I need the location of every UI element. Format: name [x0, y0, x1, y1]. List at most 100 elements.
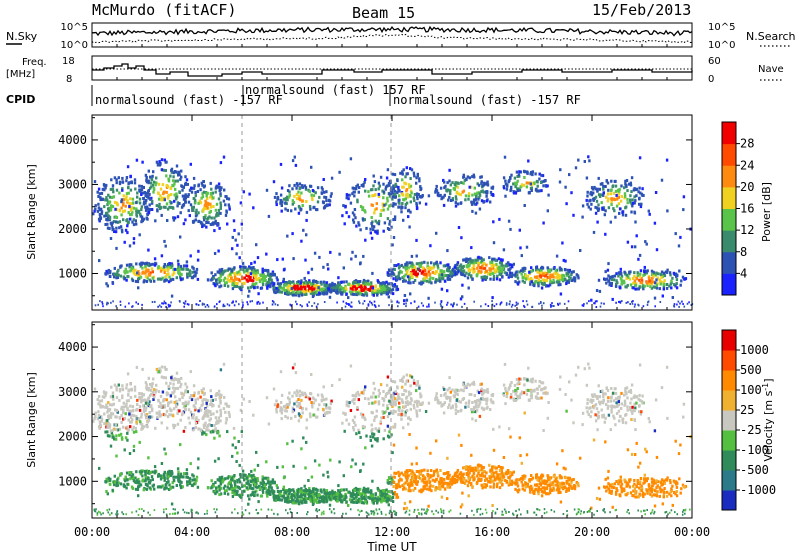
range-gate-cell — [356, 407, 359, 411]
range-gate-cell — [157, 205, 161, 208]
range-gate-cell — [161, 390, 165, 394]
range-gate-cell — [500, 273, 503, 277]
range-gate-cell — [144, 173, 148, 177]
range-gate-cell — [377, 219, 381, 223]
range-gate-cell — [454, 408, 457, 412]
range-gate-cell — [106, 434, 110, 438]
range-gate-cell — [501, 258, 504, 262]
range-gate-cell — [183, 305, 185, 308]
range-gate-cell — [505, 302, 508, 305]
range-gate-cell — [147, 480, 151, 484]
range-gate-cell — [556, 276, 560, 280]
range-gate-cell — [371, 271, 374, 275]
range-gate-cell — [120, 198, 124, 202]
range-gate-cell — [284, 283, 287, 287]
range-gate-cell — [655, 248, 659, 252]
range-gate-cell — [392, 236, 396, 239]
range-gate-cell — [330, 283, 333, 287]
range-gate-cell — [437, 266, 440, 270]
range-gate-cell — [219, 269, 222, 273]
range-gate-cell — [162, 399, 165, 403]
range-gate-cell — [510, 393, 513, 397]
range-gate-cell — [377, 429, 381, 433]
range-gate-cell — [472, 200, 475, 204]
range-gate-cell — [147, 272, 151, 276]
range-gate-cell — [611, 297, 614, 301]
range-gate-cell — [607, 262, 610, 266]
range-gate-cell — [177, 265, 180, 269]
range-gate-cell — [295, 186, 298, 190]
range-gate-cell — [399, 171, 402, 175]
range-gate-cell — [176, 259, 180, 263]
range-gate-cell — [142, 393, 145, 397]
range-gate-cell — [636, 271, 639, 275]
range-gate-cell — [94, 415, 97, 418]
range-gate-cell — [291, 410, 294, 414]
range-gate-cell — [172, 382, 175, 386]
range-gate-cell — [138, 405, 142, 408]
range-gate-cell — [286, 198, 289, 202]
range-gate-cell — [180, 376, 183, 380]
range-gate-cell — [459, 193, 462, 197]
range-gate-cell — [670, 279, 673, 283]
range-gate-cell — [630, 202, 633, 206]
range-gate-cell — [132, 430, 136, 434]
range-gate-cell — [176, 422, 180, 426]
range-gate-cell — [121, 230, 124, 234]
range-gate-cell — [298, 413, 301, 417]
range-gate-cell — [198, 219, 201, 223]
range-gate-cell — [386, 168, 390, 172]
range-gate-cell — [392, 409, 395, 413]
range-gate-cell — [290, 209, 293, 213]
range-gate-cell — [638, 304, 640, 307]
range-gate-cell — [598, 195, 602, 198]
range-gate-cell — [247, 303, 249, 306]
colorbar-swatch — [722, 165, 736, 188]
range-gate-cell — [531, 268, 535, 272]
range-gate-cell — [219, 161, 223, 165]
range-gate-cell — [129, 213, 132, 217]
range-gate-cell — [470, 393, 473, 396]
range-gate-cell — [131, 305, 133, 308]
range-gate-cell — [387, 274, 390, 277]
range-gate-cell — [273, 195, 277, 199]
range-gate-cell — [145, 399, 148, 403]
range-gate-cell — [232, 219, 236, 223]
range-gate-cell — [148, 192, 151, 196]
range-gate-cell — [482, 258, 485, 262]
range-gate-cell — [206, 197, 209, 201]
range-gate-cell — [461, 269, 464, 273]
range-gate-cell — [104, 430, 107, 434]
range-gate-cell — [162, 168, 165, 172]
range-gate-cell — [257, 300, 260, 303]
range-gate-cell — [193, 270, 196, 274]
range-gate-cell — [150, 388, 153, 392]
range-gate-cell — [467, 258, 470, 261]
range-gate-cell — [586, 202, 589, 206]
range-gate-cell — [160, 405, 163, 409]
range-gate-cell — [109, 269, 112, 273]
range-gate-cell — [509, 395, 513, 399]
range-gate-cell — [128, 471, 131, 474]
range-gate-cell — [652, 280, 655, 284]
range-gate-cell — [318, 286, 322, 290]
range-gate-cell — [299, 304, 302, 306]
range-gate-cell — [374, 288, 377, 292]
range-gate-cell — [115, 188, 119, 192]
range-gate-cell — [264, 279, 267, 283]
range-gate-cell — [157, 405, 161, 409]
range-gate-cell — [209, 209, 212, 213]
range-gate-cell — [144, 271, 147, 275]
range-gate-cell — [144, 262, 147, 266]
range-gate-cell — [226, 277, 229, 281]
range-gate-cell — [403, 198, 406, 202]
range-gate-cell — [674, 232, 677, 236]
range-gate-cell — [99, 198, 102, 202]
range-gate-cell — [183, 194, 187, 198]
range-gate-cell — [640, 281, 644, 285]
range-gate-cell — [295, 404, 299, 408]
range-gate-cell — [354, 254, 357, 258]
range-gate-cell — [682, 303, 684, 305]
range-gate-cell — [274, 303, 277, 306]
range-gate-cell — [139, 214, 142, 218]
